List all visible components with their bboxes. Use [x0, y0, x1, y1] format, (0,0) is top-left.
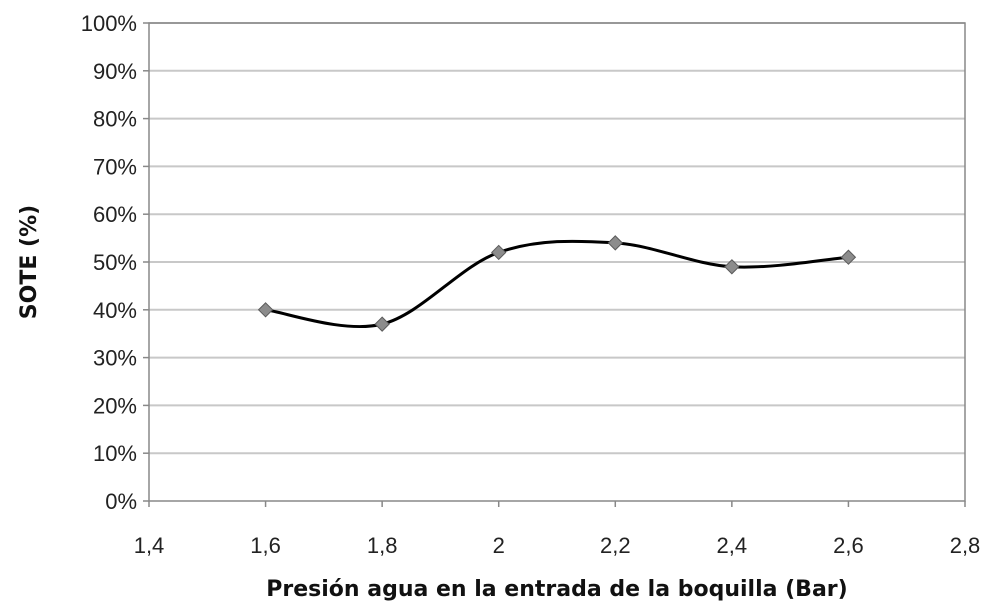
x-axis-title: Presión agua en la entrada de la boquill…	[266, 577, 847, 602]
data-point-marker	[374, 316, 390, 332]
y-tick-label: 100%	[81, 11, 137, 36]
x-tick-label: 1,8	[367, 533, 398, 558]
x-tick-label: 1,4	[134, 533, 165, 558]
y-axis-title: SOTE (%)	[17, 205, 42, 319]
series-markers	[257, 235, 857, 332]
y-tick-label: 20%	[93, 393, 137, 418]
y-axis-ticks: 0% 10% 20% 30% 40% 50% 60% 70% 80% 90% 100%	[81, 11, 149, 514]
data-point-marker	[491, 244, 507, 261]
series-line	[265, 239, 849, 329]
y-tick-label: 30%	[93, 346, 137, 371]
y-tick-label: 90%	[93, 59, 137, 84]
y-tick-label: 70%	[93, 154, 137, 179]
x-tick-label: 2,4	[717, 533, 748, 558]
x-tick-label: 2,8	[950, 533, 981, 558]
y-tick-label: 80%	[93, 107, 137, 132]
gridlines	[149, 22, 965, 455]
y-tick-label: 0%	[105, 489, 137, 514]
y-tick-label: 60%	[93, 202, 137, 227]
x-axis-ticks: 1,4 1,6 1,8 2 2,2 2,4 2,6 2,8	[134, 501, 981, 558]
y-tick-label: 40%	[93, 298, 137, 323]
data-point-marker	[840, 249, 857, 265]
y-tick-label: 10%	[93, 441, 137, 466]
x-tick-label: 2,6	[833, 533, 864, 558]
x-tick-label: 1,6	[250, 533, 281, 558]
y-tick-label: 50%	[93, 250, 137, 275]
x-tick-label: 2	[493, 533, 505, 558]
x-tick-label: 2,2	[600, 533, 631, 558]
data-point-marker	[724, 259, 740, 275]
data-point-marker	[257, 302, 274, 318]
data-point-marker	[607, 235, 623, 251]
